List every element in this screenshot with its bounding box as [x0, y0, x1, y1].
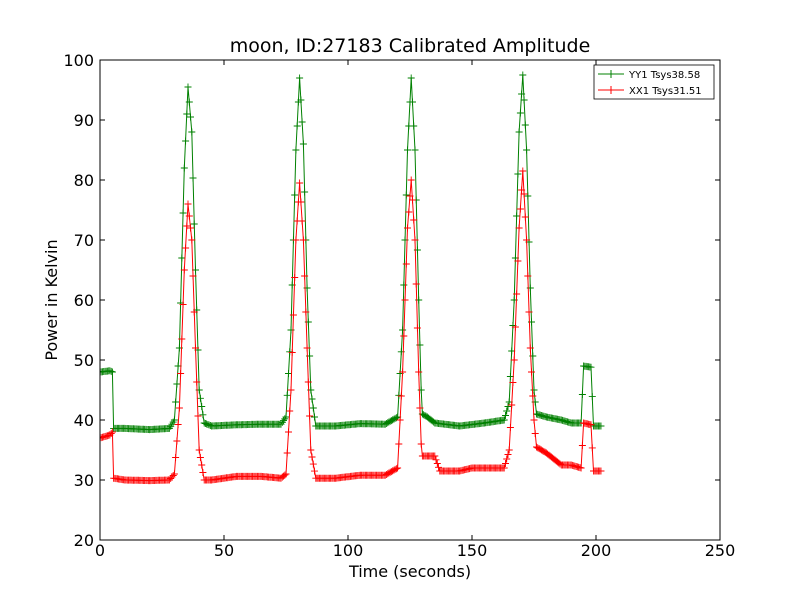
y-tick-label: 50: [74, 351, 94, 370]
y-tick-label: 70: [74, 231, 94, 250]
series-markers-yy1: [100, 71, 605, 434]
y-tick-label: 90: [74, 111, 94, 130]
legend-label-xx1: XX1 Tsys31.51: [629, 86, 702, 97]
chart-title: moon, ID:27183 Calibrated Amplitude: [230, 35, 591, 57]
y-tick-label: 60: [74, 291, 94, 310]
legend: YY1 Tsys38.58 XX1 Tsys31.51: [593, 64, 715, 100]
legend-marker-yy1: [607, 70, 615, 78]
x-tick-label: 150: [457, 541, 488, 560]
legend-marker-xx1: [607, 86, 615, 94]
x-tick-label: 100: [333, 541, 364, 560]
x-axis-label: Time (seconds): [348, 562, 471, 581]
y-tick-label: 80: [74, 171, 94, 190]
y-axis-label: Power in Kelvin: [42, 239, 61, 360]
y-tick-label: 100: [63, 51, 94, 70]
legend-label-yy1: YY1 Tsys38.58: [628, 70, 700, 81]
legend-box: [593, 64, 715, 100]
y-tick-label: 20: [74, 531, 94, 550]
y-tick-label: 40: [74, 411, 94, 430]
x-tick-label: 250: [705, 541, 736, 560]
x-tick-label: 50: [214, 541, 234, 560]
x-tick-label: 200: [581, 541, 612, 560]
series-layer: [100, 71, 605, 485]
x-tick-label: 0: [95, 541, 105, 560]
y-tick-label: 30: [74, 471, 94, 490]
series-markers-xx1: [100, 167, 605, 485]
ticks-layer: 0 50 100 150 200 250 20 30 40 50 60 70 80 90 100: [63, 51, 735, 560]
series-yy1: [100, 71, 605, 434]
series-xx1: [100, 167, 605, 485]
